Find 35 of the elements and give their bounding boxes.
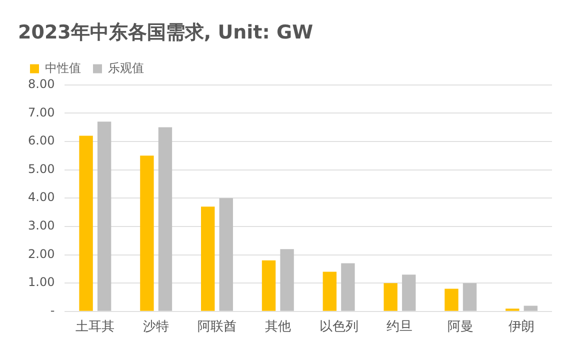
x-tick-label: 土耳其 — [76, 320, 115, 335]
bar — [322, 272, 337, 311]
bar — [462, 283, 477, 311]
bar — [140, 156, 154, 311]
x-tick-label: 约旦 — [386, 320, 413, 335]
y-tick-label: - — [50, 304, 55, 318]
bar — [444, 288, 458, 311]
bar — [219, 198, 233, 311]
y-tick-label: 4.00 — [28, 190, 55, 204]
y-tick-label: 6.00 — [28, 134, 55, 148]
chart-title: 2023年中东各国需求, Unit: GW — [18, 21, 314, 44]
bar — [97, 122, 112, 311]
bar — [262, 260, 276, 311]
bar — [201, 206, 215, 311]
x-tick-label: 沙特 — [143, 320, 170, 335]
y-tick-label: 1.00 — [28, 275, 55, 290]
x-tick-label: 阿联酋 — [197, 320, 236, 335]
y-tick-label: 2.00 — [28, 246, 55, 261]
x-tick-label: 伊朗 — [508, 318, 535, 335]
bar — [79, 136, 93, 311]
x-tick-label: 以色列 — [319, 320, 358, 335]
bar — [341, 263, 355, 311]
bar — [384, 283, 398, 311]
x-tick-label: 其他 — [264, 320, 291, 335]
bar — [280, 249, 294, 311]
y-tick-label: 3.00 — [28, 218, 55, 233]
y-tick-label: 8.00 — [28, 76, 55, 91]
y-tick-label: 7.00 — [28, 105, 55, 120]
bar — [402, 274, 416, 311]
bar — [524, 306, 538, 311]
legend-label: 乐观值 — [108, 60, 144, 75]
x-tick-label: 阿曼 — [448, 320, 474, 335]
bar — [158, 127, 172, 311]
y-tick-label: 5.00 — [28, 162, 55, 176]
legend-label: 中性值 — [45, 60, 81, 75]
